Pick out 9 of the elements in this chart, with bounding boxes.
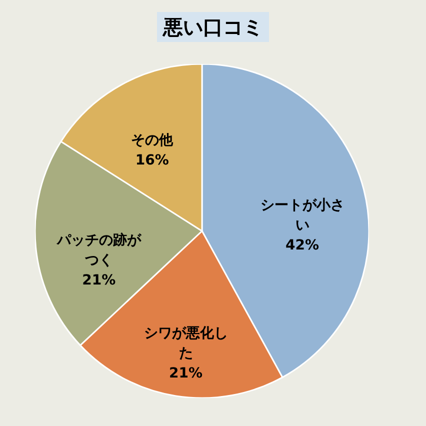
data-label: 16%	[135, 152, 169, 168]
data-label: 21%	[169, 365, 203, 382]
slice-label: その他	[131, 132, 174, 148]
data-label: 21%	[82, 272, 116, 289]
slice-label: シートが小さい	[260, 197, 344, 234]
slice-label: シワが悪化した	[144, 325, 228, 362]
chart-title: 悪い口コミ	[157, 12, 269, 42]
slice-label: パッチの跡がつく	[56, 232, 142, 269]
data-label: 42%	[286, 237, 320, 254]
